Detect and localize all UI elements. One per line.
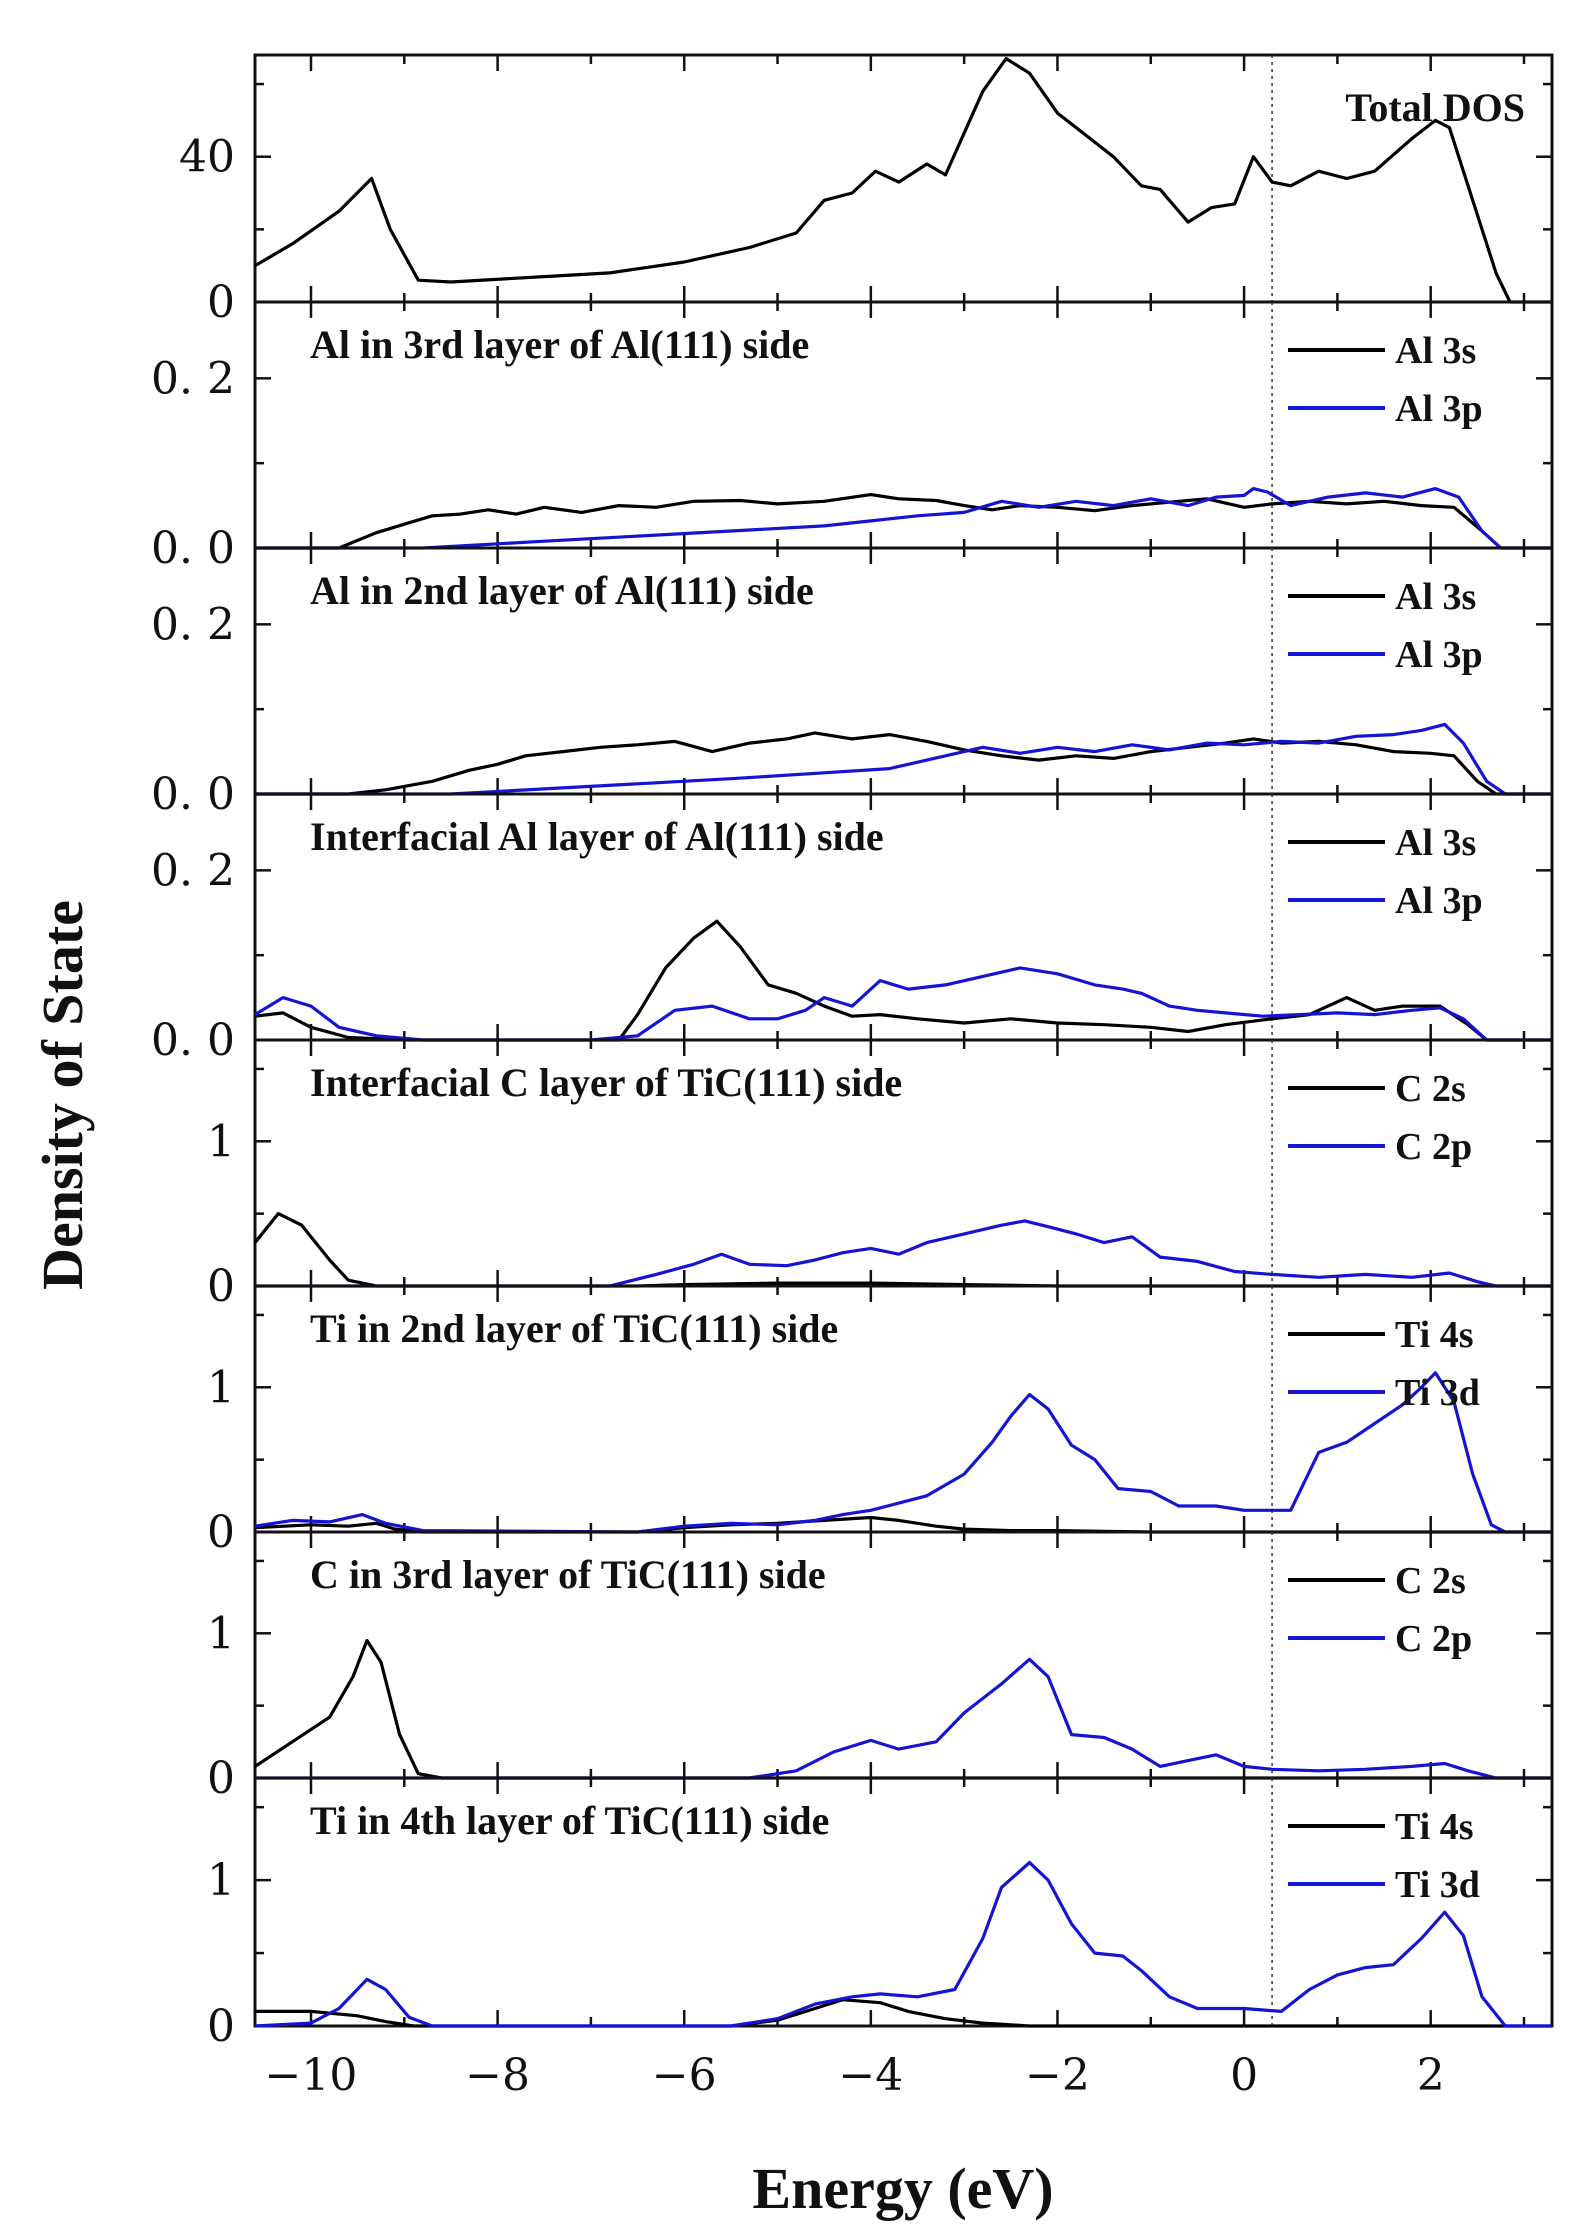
legend-label: Al 3s: [1395, 822, 1476, 864]
legend-label: C 2s: [1395, 1560, 1466, 1602]
x-tick-label: −4: [838, 2050, 903, 2101]
dos-curve: [254, 1638, 1552, 1780]
legend-label: C 2p: [1395, 1618, 1472, 1660]
dos-curve: [255, 493, 1552, 550]
x-tick-label: −10: [265, 2050, 358, 2101]
y-tick-label: 1: [207, 1362, 235, 1413]
y-tick-label: 0: [207, 2001, 235, 2052]
dos-panel: 0 40 Total DOS: [179, 53, 1554, 328]
y-tick-label: 40: [179, 132, 235, 183]
legend-label: C 2p: [1395, 1126, 1472, 1168]
panel-title: Al in 2nd layer of Al(111) side: [310, 568, 814, 613]
y-tick-label: 0. 0: [151, 769, 235, 820]
dos-curve: [255, 722, 1552, 796]
dos-curve: [254, 919, 1552, 1042]
dos-panel: 0. 0 0. 2 Al in 3rd layer of Al(111) side A…: [151, 300, 1554, 574]
dos-panel: 0. 0 0. 2 Interfacial Al layer of Al(111) …: [151, 792, 1554, 1066]
y-tick-label: 0: [207, 1507, 235, 1558]
dos-curve: [255, 487, 1552, 550]
y-axis-label: Density of State: [30, 900, 95, 1290]
y-tick-label: 0. 0: [151, 523, 235, 574]
x-tick-label: 0: [1230, 2050, 1258, 2101]
y-tick-label: 1: [207, 1855, 235, 1906]
dos-panel: 0 1 Interfacial C layer of TiC(111) side C …: [207, 1038, 1554, 1312]
legend-label: Al 3p: [1395, 634, 1483, 676]
legend-label: Al 3s: [1395, 330, 1476, 372]
legend-label: Ti 4s: [1395, 1806, 1474, 1848]
dos-curve: [254, 1371, 1552, 1534]
y-tick-label: 1: [207, 1608, 235, 1659]
dos-panel: 0 1 Ti in 2nd layer of TiC(111) side Ti 4s T…: [207, 1284, 1554, 1558]
legend-label: Al 3p: [1395, 880, 1483, 922]
plot-area: 0 40 Total DOS 0. 0 0. 2 Al in 3rd layer of A…: [151, 53, 1554, 2101]
panel-title: Al in 3rd layer of Al(111) side: [310, 322, 809, 367]
x-tick-label: −6: [652, 2050, 717, 2101]
legend-label: Al 3s: [1395, 576, 1476, 618]
dos-panel: 0 1 Ti in 4th layer of TiC(111) side Ti 4s T…: [207, 1776, 1554, 2052]
panel-frame: [253, 1776, 1554, 2028]
y-tick-label: 0. 2: [151, 599, 235, 650]
y-tick-label: 0. 2: [151, 845, 235, 896]
panel-title: Interfacial Al layer of Al(111) side: [310, 814, 884, 859]
panel-title: Interfacial C layer of TiC(111) side: [310, 1060, 902, 1105]
legend-label: C 2s: [1395, 1068, 1466, 1110]
x-tick-label: −8: [465, 2050, 530, 2101]
legend-label: Ti 3d: [1395, 1864, 1480, 1906]
y-tick-label: 0: [207, 1753, 235, 1804]
dos-panel: 0. 0 0. 2 Al in 2nd layer of Al(111) side A…: [151, 546, 1554, 820]
panel-title: Ti in 2nd layer of TiC(111) side: [310, 1306, 838, 1351]
legend-label: Ti 4s: [1395, 1314, 1474, 1356]
x-axis-label: Energy (eV): [752, 2156, 1053, 2221]
dos-panel: 0 1 C in 3rd layer of TiC(111) side C 2s C 2…: [207, 1530, 1554, 1804]
panel-title: Total DOS: [1345, 85, 1525, 130]
dos-curve: [254, 57, 1552, 304]
y-tick-label: 0. 0: [151, 1015, 235, 1066]
legend-label: Al 3p: [1395, 388, 1483, 430]
y-tick-label: 1: [207, 1116, 235, 1167]
y-tick-label: 0. 2: [151, 353, 235, 404]
dos-curve: [255, 1219, 1552, 1288]
panel-title: Ti in 4th layer of TiC(111) side: [310, 1798, 829, 1843]
x-tick-label: 2: [1417, 2050, 1445, 2101]
dos-curve: [255, 1657, 1552, 1780]
legend-label: Ti 3d: [1395, 1372, 1480, 1414]
y-tick-label: 0: [207, 277, 235, 328]
y-tick-label: 0: [207, 1261, 235, 1312]
dos-curve: [255, 731, 1552, 796]
dos-curve: [255, 1998, 1552, 2028]
dos-curve: [254, 1861, 1552, 2028]
panel-title: C in 3rd layer of TiC(111) side: [310, 1552, 826, 1597]
x-tick-label: −2: [1025, 2050, 1090, 2101]
